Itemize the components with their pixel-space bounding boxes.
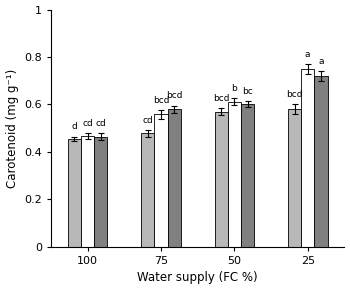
Text: cd: cd (142, 116, 153, 125)
Text: bcd: bcd (166, 91, 182, 100)
Text: cd: cd (96, 119, 106, 128)
Bar (154, 115, 168, 247)
Text: bcd: bcd (286, 90, 303, 99)
Bar (288, 109, 301, 247)
Text: bcd: bcd (213, 94, 229, 103)
Bar (241, 104, 254, 247)
Text: a: a (318, 57, 324, 66)
Bar (314, 76, 328, 247)
Bar (301, 69, 314, 247)
X-axis label: Water supply (FC %): Water supply (FC %) (137, 271, 258, 284)
Y-axis label: Carotenoid (mg g⁻¹): Carotenoid (mg g⁻¹) (6, 68, 19, 188)
Bar (228, 102, 241, 247)
Text: bcd: bcd (153, 96, 169, 105)
Bar (168, 109, 181, 247)
Bar (94, 137, 107, 247)
Text: cd: cd (82, 119, 93, 128)
Bar (68, 139, 81, 247)
Bar (141, 133, 154, 247)
Text: a: a (305, 50, 310, 59)
Bar (81, 136, 94, 247)
Text: b: b (231, 84, 237, 93)
Bar (215, 112, 228, 247)
Text: bc: bc (242, 87, 253, 96)
Text: d: d (71, 122, 77, 131)
